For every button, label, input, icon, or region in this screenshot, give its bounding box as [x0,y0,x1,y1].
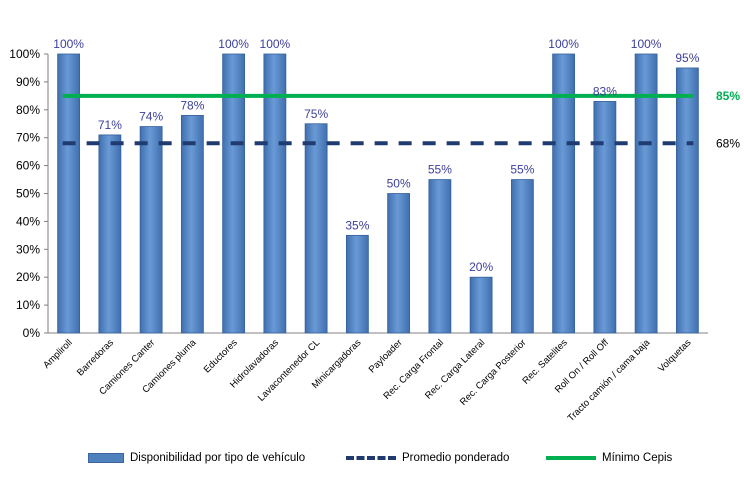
data-label: 78% [180,98,204,112]
bar [675,67,699,334]
data-label: 95% [675,51,699,65]
y-tick-label: 80% [16,103,40,117]
bar [57,53,81,334]
legend-dash-swatch [346,456,396,460]
bar [180,114,204,334]
legend-line-label: Mínimo Cepis [602,452,673,464]
data-label: 20% [469,260,493,274]
bar [345,234,369,334]
reference-lines: 68% 85% [62,89,740,150]
data-label: 100% [548,37,579,51]
data-label: 100% [218,37,249,51]
y-tick-label: 20% [16,270,40,284]
bar [593,101,617,334]
bar [428,179,452,334]
legend-item-minimum-cepis: Mínimo Cepis [546,452,672,464]
y-tick-label: 70% [16,131,40,145]
y-tick-label: 40% [16,214,40,228]
legend-item-weighted-average: Promedio ponderado [346,452,509,464]
bar [469,276,493,334]
y-tick-label: 60% [16,159,40,173]
x-tick-label: Eductores [202,337,240,375]
y-tick-label: 30% [16,242,40,256]
x-tick-label: Payloader [367,337,405,375]
bar [263,53,287,334]
average-line-label: 68% [716,136,740,150]
bar [634,53,658,334]
bar [387,193,411,334]
bar [304,123,328,334]
data-label: 100% [631,37,662,51]
data-label: 74% [139,110,163,124]
bar [222,53,246,334]
x-tick-label: Barredoras [75,337,116,378]
legend-dash-label: Promedio ponderado [402,452,510,464]
data-label: 55% [428,163,452,177]
legend-bar-swatch [88,453,124,463]
y-tick-label: 10% [16,298,40,312]
x-tick-label: Ampliroll [41,337,75,371]
data-labels: 100% 71% 74% 78% 100% 100% 75% 35% 50% 55% 20% 55% 1… [53,37,699,274]
data-label: 55% [510,163,534,177]
bar [510,179,534,334]
y-tick-label: 0% [23,326,41,340]
data-label: 35% [345,218,369,232]
data-label: 50% [387,177,411,191]
y-tick-label: 50% [16,187,40,201]
legend-item-availability: Disponibilidad por tipo de vehículo [88,452,305,464]
data-label: 100% [53,37,84,51]
y-tick-label: 100% [9,47,40,61]
y-axis-ticks: 0% 10% 20% 30% 40% 50% 60% 70% 80% 90% 100% [9,47,48,340]
x-tick-label: Volquetas [656,337,693,374]
bar [98,134,122,334]
data-label: 83% [593,84,617,98]
minimum-line-label: 85% [716,89,740,103]
legend-line-swatch [546,456,596,460]
x-tick-label: Tracto camión / cama baja [566,337,653,424]
legend-bar-label: Disponibilidad por tipo de vehículo [130,452,306,464]
data-label: 71% [98,118,122,132]
y-tick-label: 90% [16,75,40,89]
legend: Disponibilidad por tipo de vehículo Prom… [0,452,744,476]
bar [552,53,576,334]
bar-series [57,53,699,334]
data-label: 100% [260,37,291,51]
bar [139,126,163,334]
data-label: 75% [304,107,328,121]
